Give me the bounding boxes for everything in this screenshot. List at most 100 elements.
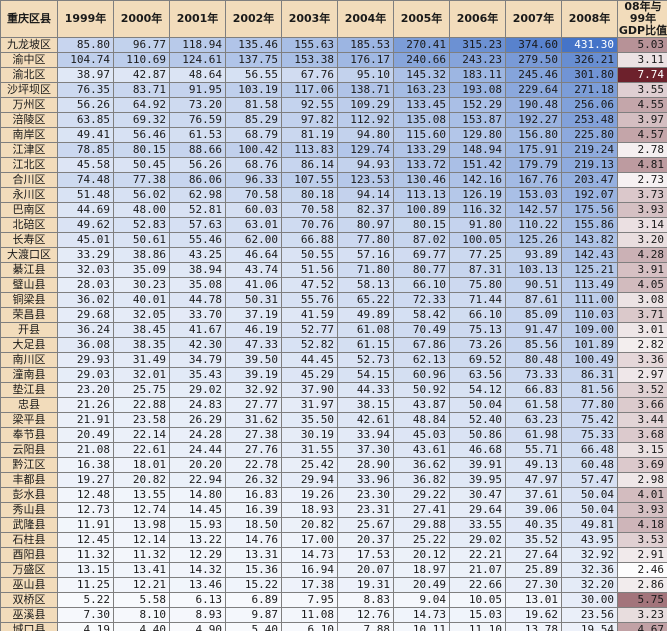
gdp-value-cell: 142.16 bbox=[449, 172, 506, 188]
gdp-value-cell: 23.58 bbox=[113, 412, 170, 428]
gdp-value-cell: 133.45 bbox=[393, 97, 450, 113]
gdp-value-cell: 192.07 bbox=[561, 187, 618, 203]
gdp-ratio-cell: 3.15 bbox=[617, 442, 667, 458]
row-label-county: 彭水县 bbox=[0, 487, 58, 503]
gdp-value-cell: 35.09 bbox=[113, 262, 170, 278]
gdp-value-cell: 37.90 bbox=[281, 382, 338, 398]
gdp-value-cell: 56.46 bbox=[113, 127, 170, 143]
gdp-value-cell: 52.82 bbox=[281, 337, 338, 353]
column-header-year: 2005年 bbox=[393, 0, 450, 38]
gdp-value-cell: 11.10 bbox=[449, 622, 506, 631]
row-label-county: 酉阳县 bbox=[0, 547, 58, 563]
gdp-value-cell: 30.00 bbox=[561, 592, 618, 608]
gdp-value-cell: 14.32 bbox=[169, 562, 226, 578]
row-label-county: 万州区 bbox=[0, 97, 58, 113]
gdp-value-cell: 156.80 bbox=[505, 127, 562, 143]
table-row: 垫江县 23.20 25.75 29.02 32.92 37.90 44.33 50.92 54… bbox=[0, 382, 667, 398]
gdp-ratio-cell: 3.73 bbox=[617, 187, 667, 203]
row-label-county: 渝中区 bbox=[0, 52, 58, 68]
gdp-value-cell: 104.74 bbox=[57, 52, 114, 68]
gdp-value-cell: 29.22 bbox=[393, 487, 450, 503]
gdp-value-cell: 50.61 bbox=[113, 232, 170, 248]
row-label-county: 云阳县 bbox=[0, 442, 58, 458]
gdp-value-cell: 77.25 bbox=[449, 247, 506, 263]
gdp-ratio-cell: 3.71 bbox=[617, 307, 667, 323]
gdp-value-cell: 45.29 bbox=[281, 367, 338, 383]
gdp-value-cell: 113.13 bbox=[393, 187, 450, 203]
gdp-value-cell: 24.83 bbox=[169, 397, 226, 413]
gdp-value-cell: 85.56 bbox=[505, 337, 562, 353]
table-row: 九龙坡区 85.80 96.77 118.94 135.46 155.63 185.53 27… bbox=[0, 37, 667, 53]
row-label-county: 江津区 bbox=[0, 142, 58, 158]
gdp-value-cell: 193.08 bbox=[449, 82, 506, 98]
gdp-value-cell: 76.59 bbox=[169, 112, 226, 128]
gdp-value-cell: 44.69 bbox=[57, 202, 114, 218]
gdp-value-cell: 153.87 bbox=[449, 112, 506, 128]
gdp-value-cell: 103.13 bbox=[505, 262, 562, 278]
gdp-value-cell: 29.88 bbox=[393, 517, 450, 533]
gdp-value-cell: 11.32 bbox=[113, 547, 170, 563]
gdp-value-cell: 29.02 bbox=[449, 532, 506, 548]
gdp-value-cell: 100.49 bbox=[561, 352, 618, 368]
gdp-value-cell: 85.80 bbox=[57, 37, 114, 53]
gdp-value-cell: 151.42 bbox=[449, 157, 506, 173]
gdp-value-cell: 35.43 bbox=[169, 367, 226, 383]
gdp-ratio-cell: 3.93 bbox=[617, 502, 667, 518]
gdp-value-cell: 61.53 bbox=[169, 127, 226, 143]
gdp-value-cell: 81.58 bbox=[225, 97, 282, 113]
gdp-value-cell: 67.76 bbox=[281, 67, 338, 83]
gdp-ratio-cell: 3.91 bbox=[617, 262, 667, 278]
gdp-ratio-cell: 2.82 bbox=[617, 337, 667, 353]
gdp-value-cell: 20.12 bbox=[393, 547, 450, 563]
gdp-value-cell: 75.13 bbox=[449, 322, 506, 338]
gdp-value-cell: 133.29 bbox=[393, 142, 450, 158]
row-label-county: 璧山县 bbox=[0, 277, 58, 293]
gdp-value-cell: 38.35 bbox=[113, 337, 170, 353]
gdp-value-cell: 37.61 bbox=[505, 487, 562, 503]
gdp-ratio-cell: 2.46 bbox=[617, 562, 667, 578]
gdp-value-cell: 16.83 bbox=[225, 487, 282, 503]
gdp-value-cell: 5.40 bbox=[225, 622, 282, 631]
table-row: 彭水县 12.48 13.55 14.80 16.83 19.26 23.30 29.22 30… bbox=[0, 487, 667, 503]
table-row: 江津区 78.85 80.15 88.66 100.42 113.83 129.74 133.… bbox=[0, 142, 667, 158]
gdp-value-cell: 43.61 bbox=[393, 442, 450, 458]
gdp-value-cell: 58.42 bbox=[393, 307, 450, 323]
gdp-value-cell: 39.50 bbox=[225, 352, 282, 368]
gdp-value-cell: 129.80 bbox=[449, 127, 506, 143]
gdp-value-cell: 12.14 bbox=[113, 532, 170, 548]
gdp-value-cell: 36.08 bbox=[57, 337, 114, 353]
gdp-value-cell: 80.15 bbox=[113, 142, 170, 158]
gdp-value-cell: 11.32 bbox=[57, 547, 114, 563]
gdp-value-cell: 48.64 bbox=[169, 67, 226, 83]
gdp-value-cell: 19.54 bbox=[561, 622, 618, 631]
gdp-value-cell: 130.46 bbox=[393, 172, 450, 188]
gdp-value-cell: 45.03 bbox=[393, 427, 450, 443]
table-row: 石柱县 12.45 12.14 13.22 14.76 17.00 20.37 25.22 29… bbox=[0, 532, 667, 548]
gdp-value-cell: 14.80 bbox=[169, 487, 226, 503]
gdp-value-cell: 15.93 bbox=[169, 517, 226, 533]
gdp-value-cell: 16.38 bbox=[57, 457, 114, 473]
gdp-ratio-cell: 3.53 bbox=[617, 532, 667, 548]
gdp-value-cell: 6.10 bbox=[281, 622, 338, 631]
gdp-value-cell: 50.45 bbox=[113, 157, 170, 173]
row-label-county: 丰都县 bbox=[0, 472, 58, 488]
gdp-value-cell: 18.93 bbox=[281, 502, 338, 518]
gdp-value-cell: 125.26 bbox=[505, 232, 562, 248]
gdp-value-cell: 125.21 bbox=[561, 262, 618, 278]
table-row: 璧山县 28.03 30.23 35.08 41.06 47.52 58.13 66.10 75… bbox=[0, 277, 667, 293]
gdp-value-cell: 243.23 bbox=[449, 52, 506, 68]
gdp-value-cell: 38.94 bbox=[169, 262, 226, 278]
gdp-value-cell: 279.50 bbox=[505, 52, 562, 68]
gdp-value-cell: 16.94 bbox=[281, 562, 338, 578]
column-header-year: 2002年 bbox=[225, 0, 282, 38]
gdp-value-cell: 116.32 bbox=[449, 202, 506, 218]
gdp-value-cell: 45.01 bbox=[57, 232, 114, 248]
gdp-value-cell: 15.03 bbox=[449, 607, 506, 623]
gdp-value-cell: 22.14 bbox=[113, 427, 170, 443]
gdp-value-cell: 70.58 bbox=[225, 187, 282, 203]
gdp-value-cell: 52.40 bbox=[449, 412, 506, 428]
gdp-value-cell: 56.26 bbox=[169, 157, 226, 173]
gdp-value-cell: 86.31 bbox=[561, 367, 618, 383]
row-label-county: 万盛区 bbox=[0, 562, 58, 578]
gdp-value-cell: 71.44 bbox=[449, 292, 506, 308]
